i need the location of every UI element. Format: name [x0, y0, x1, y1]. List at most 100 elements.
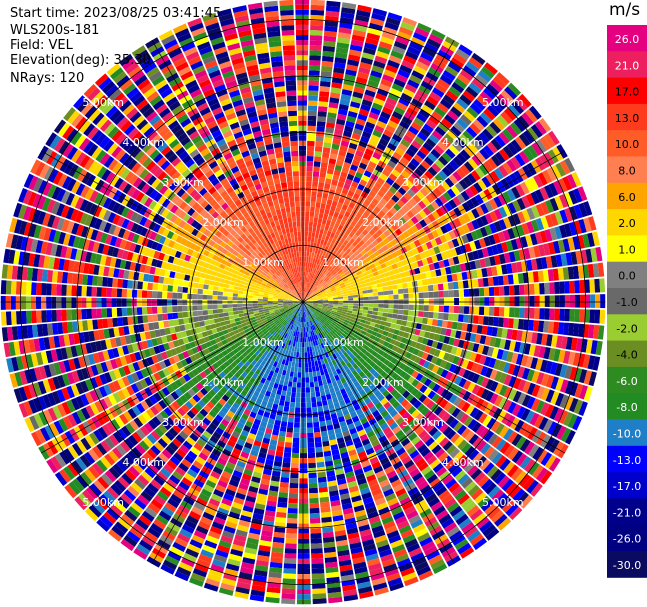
velocity-gate — [507, 104, 521, 118]
velocity-gate — [408, 144, 419, 154]
velocity-gate — [394, 220, 403, 228]
velocity-gate — [509, 307, 515, 318]
velocity-gate — [469, 260, 477, 270]
velocity-gate — [378, 210, 386, 218]
velocity-gate — [385, 124, 396, 134]
velocity-gate — [320, 506, 331, 513]
velocity-gate — [326, 122, 335, 129]
velocity-gate — [456, 167, 467, 179]
velocity-gate — [435, 227, 444, 237]
velocity-gate — [463, 110, 476, 122]
velocity-gate — [450, 185, 461, 196]
velocity-gate — [568, 206, 578, 221]
velocity-gate — [503, 285, 510, 296]
velocity-gate — [405, 50, 419, 61]
velocity-gate — [351, 247, 358, 254]
velocity-gate — [304, 236, 308, 242]
velocity-gate — [335, 52, 348, 59]
velocity-gate — [322, 55, 334, 63]
velocity-gate — [438, 170, 448, 181]
velocity-gate — [458, 179, 469, 190]
velocity-gate — [437, 122, 450, 133]
velocity-gate — [348, 202, 356, 209]
velocity-gate — [311, 285, 316, 290]
velocity-gate — [304, 332, 306, 338]
velocity-gate — [293, 377, 298, 383]
velocity-gate — [483, 108, 496, 121]
velocity-gate — [398, 216, 407, 225]
velocity-gate — [521, 112, 534, 126]
velocity-gate — [442, 242, 450, 251]
velocity-gate — [414, 27, 430, 38]
velocity-gate — [313, 376, 318, 382]
velocity-gate — [368, 75, 381, 84]
velocity-gate — [298, 120, 307, 126]
velocity-gate — [422, 317, 428, 325]
velocity-gate — [307, 288, 311, 294]
velocity-gate — [544, 184, 554, 199]
velocity-gate — [308, 300, 314, 302]
velocity-gate — [400, 21, 416, 32]
velocity-gate — [378, 83, 391, 92]
velocity-gate — [287, 386, 292, 392]
velocity-gate — [434, 236, 443, 246]
velocity-gate — [431, 163, 442, 173]
velocity-gate — [305, 392, 311, 398]
velocity-gate — [471, 154, 482, 166]
velocity-gate — [300, 327, 303, 333]
velocity-gate — [483, 145, 494, 157]
velocity-gate — [343, 268, 349, 274]
velocity-gate — [420, 80, 434, 91]
velocity-gate — [317, 248, 322, 255]
velocity-gate — [384, 101, 396, 111]
velocity-gate — [356, 270, 362, 276]
velocity-gate — [278, 492, 288, 498]
velocity-gate — [350, 220, 357, 227]
velocity-gate — [408, 125, 419, 136]
velocity-gate — [371, 13, 386, 22]
velocity-gate — [400, 259, 408, 267]
velocity-gate — [318, 101, 329, 107]
velocity-gate — [370, 17, 385, 27]
velocity-gate — [451, 82, 465, 94]
velocity-gate — [341, 204, 348, 211]
velocity-gate — [376, 229, 383, 237]
velocity-gate — [352, 294, 359, 298]
velocity-gate — [314, 281, 319, 286]
velocity-gate — [388, 55, 402, 64]
velocity-gate — [300, 337, 303, 343]
velocity-gate — [365, 37, 379, 46]
velocity-gate — [355, 76, 368, 85]
velocity-gate — [375, 236, 383, 244]
velocity-gate — [304, 337, 307, 343]
velocity-gate — [370, 156, 380, 165]
velocity-gate — [311, 191, 317, 197]
velocity-gate — [322, 379, 328, 386]
velocity-gate — [430, 239, 438, 248]
velocity-gate — [463, 289, 470, 297]
velocity-gate — [317, 284, 323, 289]
velocity-gate — [466, 126, 478, 138]
velocity-gate — [458, 289, 465, 297]
velocity-gate — [430, 62, 444, 74]
velocity-gate — [451, 273, 458, 282]
velocity-gate — [427, 284, 434, 292]
velocity-gate — [368, 243, 375, 250]
velocity-gate — [297, 105, 307, 111]
velocity-gate — [312, 598, 327, 605]
velocity-gate — [286, 391, 292, 397]
velocity-gate — [493, 307, 500, 317]
velocity-gate — [585, 248, 593, 263]
velocity-gate — [402, 288, 409, 294]
velocity-gate — [310, 291, 315, 296]
velocity-gate — [391, 182, 401, 191]
velocity-gate — [308, 482, 318, 489]
velocity-gate — [366, 116, 378, 125]
velocity-gate — [407, 281, 413, 288]
velocity-gate — [327, 112, 337, 119]
velocity-gate — [383, 230, 391, 238]
velocity-gate — [337, 241, 343, 248]
velocity-gate — [408, 304, 414, 310]
velocity-gate — [325, 10, 340, 18]
velocity-gate — [285, 533, 297, 539]
